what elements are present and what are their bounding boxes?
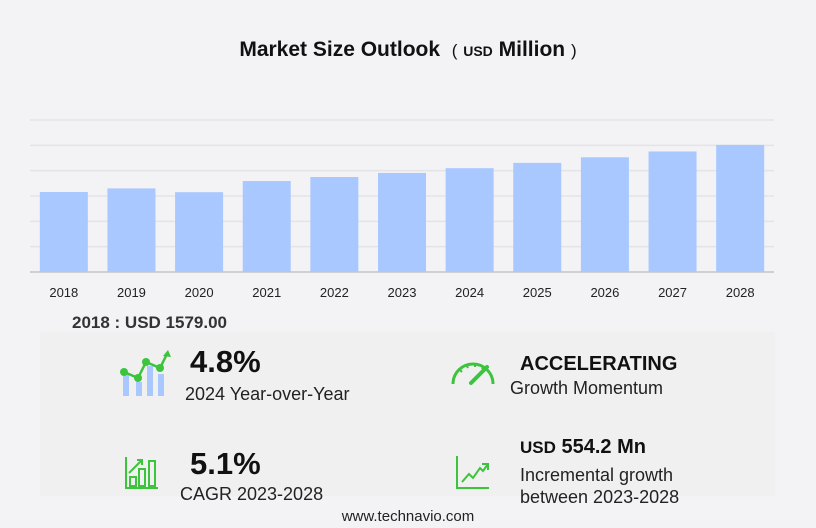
yoy-value: 4.8% (190, 344, 261, 379)
title-unit-word: Million (498, 38, 566, 61)
x-tick-label: 2023 (388, 285, 417, 300)
bar-2028 (716, 144, 765, 272)
x-tick-label: 2027 (658, 285, 687, 300)
highlight-value: 2018 : USD 1579.00 (72, 313, 227, 332)
x-tick-label: 2020 (185, 285, 214, 300)
title-paren-open: ( (451, 41, 458, 60)
bar-2021 (242, 181, 291, 272)
x-tick-label: 2026 (590, 285, 619, 300)
incremental-label-1: Incremental growth (520, 465, 674, 485)
x-tick-label: 2024 (455, 285, 484, 300)
chart-title: Market Size Outlook ( USD Million ) (0, 38, 816, 62)
incremental-label-2: between 2023-2028 (520, 487, 680, 507)
incremental-value: USD 554.2 Mn (520, 436, 646, 459)
bar-chart: 2018 2019 2020 2021 2022 2023 2024 2025 2026 2027… (30, 119, 774, 300)
momentum-label: Growth Momentum (510, 378, 664, 398)
title-unit: USD (463, 43, 493, 59)
growth-chart-icon (120, 350, 171, 396)
bar-2020 (175, 192, 224, 272)
footer-url[interactable]: www.technavio.com (341, 508, 475, 525)
stats-panel (40, 332, 775, 496)
bar-2024 (445, 168, 494, 272)
incremental-unit: USD (520, 438, 556, 457)
title-main: Market Size Outlook (239, 38, 441, 61)
cagr-label: CAGR 2023-2028 (180, 484, 324, 504)
bar-chart-up-icon (125, 457, 158, 489)
bar-2027 (648, 151, 697, 272)
bar-2018 (39, 191, 88, 272)
x-tick-label: 2022 (320, 285, 349, 300)
x-tick-label: 2018 (49, 285, 78, 300)
bar-2026 (580, 157, 629, 272)
incremental-amount: 554.2 Mn (561, 436, 646, 458)
yoy-label: 2024 Year-over-Year (185, 384, 350, 404)
bar-2023 (378, 172, 426, 272)
momentum-value: ACCELERATING (520, 353, 678, 375)
x-tick-label: 2028 (726, 285, 755, 300)
bar-2022 (310, 177, 359, 272)
speedometer-icon (451, 362, 495, 385)
bar-2025 (513, 162, 562, 272)
trend-line-icon (456, 456, 489, 489)
x-tick-label: 2025 (523, 285, 552, 300)
title-paren-close: ) (570, 41, 577, 60)
cagr-value: 5.1% (190, 446, 261, 481)
bar-2019 (107, 188, 156, 272)
x-tick-label: 2019 (117, 285, 146, 300)
x-tick-label: 2021 (252, 285, 281, 300)
